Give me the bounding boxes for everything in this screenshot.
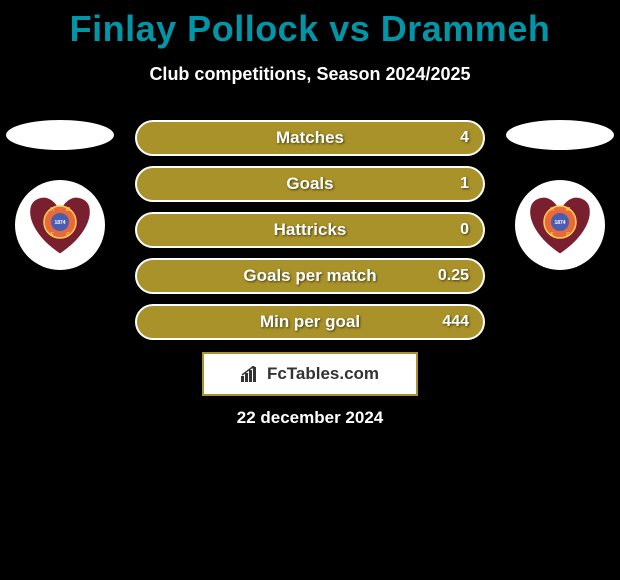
svg-text:C: C [66,232,70,238]
svg-text:C: C [566,232,570,238]
stat-value-right: 1 [460,175,469,193]
stat-value-right: 0.25 [438,267,469,285]
heart-shield-icon: H M F C 1874 [526,194,594,256]
right-player-column: H M F C 1874 [506,120,614,270]
stat-row-matches: Matches 4 [135,120,485,156]
stat-value-right: 0 [460,221,469,239]
stat-label: Min per goal [260,312,360,332]
svg-text:F: F [550,232,553,238]
stats-container: Matches 4 Goals 1 Hattricks 0 Goals per … [135,120,485,350]
brand-label: FcTables.com [267,364,379,384]
stat-label: Hattricks [274,220,347,240]
stat-value-right: 444 [442,313,469,331]
stat-label: Goals [286,174,333,194]
stat-label: Matches [276,128,344,148]
heart-shield-icon: H M F C 1874 [26,194,94,256]
player-silhouette-right [506,120,614,150]
svg-text:H: H [550,207,554,213]
svg-text:M: M [66,207,70,213]
stat-row-goals-per-match: Goals per match 0.25 [135,258,485,294]
brand-box[interactable]: FcTables.com [202,352,418,396]
svg-text:H: H [50,207,54,213]
club-badge-left: H M F C 1874 [15,180,105,270]
svg-text:1874: 1874 [54,220,65,226]
svg-text:1874: 1874 [554,220,565,226]
stat-row-goals: Goals 1 [135,166,485,202]
club-badge-right: H M F C 1874 [515,180,605,270]
svg-text:M: M [566,207,570,213]
bar-chart-icon [241,366,261,382]
date-text: 22 december 2024 [0,408,620,428]
page-title: Finlay Pollock vs Drammeh [0,0,620,50]
left-player-column: H M F C 1874 [6,120,114,270]
stat-row-min-per-goal: Min per goal 444 [135,304,485,340]
stat-label: Goals per match [243,266,376,286]
subtitle: Club competitions, Season 2024/2025 [0,64,620,85]
stat-row-hattricks: Hattricks 0 [135,212,485,248]
stat-value-right: 4 [460,129,469,147]
player-silhouette-left [6,120,114,150]
svg-text:F: F [50,232,53,238]
